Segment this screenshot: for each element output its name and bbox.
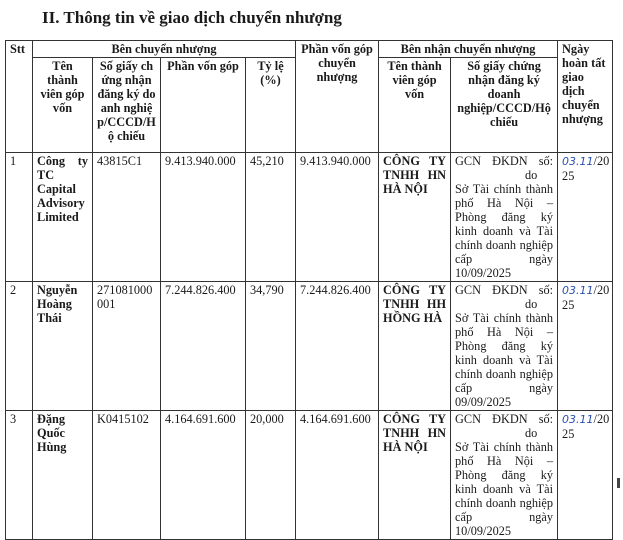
recipient-name: CÔNG TY TNHH HH HỒNG HÀ: [378, 281, 452, 411]
table-row: 1 Công ty TC Capital Advisory Limited 43…: [5, 152, 614, 282]
header-stt: Stt: [5, 40, 33, 153]
transferor-name: Công ty TC Capital Advisory Limited: [32, 152, 93, 282]
printed-year-part1: /20: [593, 283, 610, 297]
transferor-cert: 271081000001: [92, 281, 161, 411]
header-transferor: Bên chuyển nhượng: [31, 40, 297, 58]
transferor-name: Nguyễn Hoàng Thái: [32, 281, 93, 411]
row-stt: 3: [5, 410, 33, 540]
section-title: II. Thông tin về giao dịch chuyển nhượng: [42, 8, 342, 27]
recipient-cert: GCN ĐKDN số: do Sở Tài chính thành phố Hà…: [450, 281, 559, 411]
transferred-capital: 9.413.940.000: [295, 152, 380, 282]
recipient-name: CÔNG TY TNHH HN HÀ NỘI: [378, 152, 452, 282]
printed-year-part2: 25: [562, 298, 575, 312]
transferor-cert: K0415102: [92, 410, 161, 540]
printed-year-part2: 25: [562, 169, 575, 183]
header-transferor-name: Tên thành viên góp vốn: [32, 57, 93, 153]
ratio: 34,790: [244, 281, 297, 411]
handwritten-date: 03.11: [562, 284, 594, 297]
completion-date: 03.11/20 25: [557, 152, 614, 282]
header-transferee-cert: Số giấy chứng nhận đăng ký doanh nghiệp/…: [450, 57, 559, 153]
recipient-cert-issuer: do Sở Tài chính thành phố Hà Nội – Phòng…: [455, 426, 554, 538]
completion-date: 03.11/20 25: [557, 281, 614, 411]
transferor-name: Đặng Quốc Hùng: [32, 410, 93, 540]
recipient-name: CÔNG TY TNHH HN HÀ NỘI: [378, 410, 452, 540]
transferred-capital: 4.164.691.600: [295, 410, 380, 540]
recipient-cert-number: GCN ĐKDN số:: [455, 412, 554, 426]
transferor-capital: 7.244.826.400: [160, 281, 246, 411]
recipient-cert-issuer: do Sở Tài chính thành phố Hà Nội – Phòng…: [455, 168, 554, 280]
row-stt: 2: [5, 281, 33, 411]
recipient-cert: GCN ĐKDN số: do Sở Tài chính thành phố Hà…: [450, 410, 559, 540]
recipient-cert-issuer: do Sở Tài chính thành phố Hà Nội – Phòng…: [455, 297, 554, 409]
header-transferee-name: Tên thành viên góp vốn: [378, 57, 452, 153]
row-stt: 1: [5, 152, 33, 282]
transferor-capital: 9.413.940.000: [160, 152, 246, 282]
ratio: 45,210: [244, 152, 297, 282]
page-edge-mark: [617, 478, 620, 488]
header-completion-date: Ngày hoàn tất giao dịch chuyển nhượng: [557, 40, 614, 153]
recipient-cert: GCN ĐKDN số: do Sở Tài chính thành phố Hà…: [450, 152, 559, 282]
completion-date: 03.11/20 25: [557, 410, 614, 540]
header-transferor-cert: Số giấy chứng nhận đăng ký doanh nghiệp/…: [92, 57, 161, 153]
printed-year-part1: /20: [593, 154, 610, 168]
transferor-capital: 4.164.691.600: [160, 410, 246, 540]
table-row: 2 Nguyễn Hoàng Thái 271081000001 7.244.8…: [5, 281, 614, 411]
ratio: 20,000: [244, 410, 297, 540]
header-transferee: Bên nhận chuyển nhượng: [378, 40, 559, 58]
printed-year-part1: /20: [593, 412, 610, 426]
transfer-table: Stt Bên chuyển nhượng Phần vốn góp chuyể…: [5, 40, 614, 540]
transferor-cert: 43815C1: [92, 152, 161, 282]
handwritten-date: 03.11: [562, 155, 594, 168]
header-ratio: Tỷ lệ (%): [244, 57, 297, 153]
table-row: 3 Đặng Quốc Hùng K0415102 4.164.691.600 …: [5, 410, 614, 540]
printed-year-part2: 25: [562, 427, 575, 441]
header-transferred-capital: Phần vốn góp chuyển nhượng: [295, 40, 380, 153]
handwritten-date: 03.11: [562, 413, 594, 426]
header-transferor-capital: Phần vốn góp: [160, 57, 246, 153]
recipient-cert-number: GCN ĐKDN số:: [455, 154, 554, 168]
recipient-cert-number: GCN ĐKDN số:: [455, 283, 554, 297]
transferred-capital: 7.244.826.400: [295, 281, 380, 411]
